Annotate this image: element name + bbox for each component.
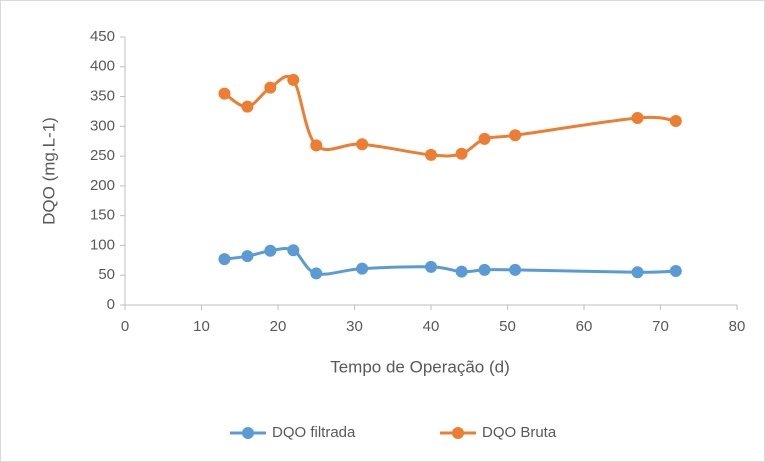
y-tick-label: 100: [90, 236, 115, 253]
legend-label: DQO filtrada: [272, 424, 356, 441]
y-tick-label: 300: [90, 117, 115, 134]
point: [287, 244, 300, 257]
point: [310, 267, 323, 280]
point: [264, 81, 277, 94]
x-tick-label: 80: [729, 318, 746, 335]
point: [287, 73, 300, 86]
y-tick-label: 200: [90, 177, 115, 194]
point: [356, 138, 369, 151]
point: [425, 260, 437, 273]
x-tick-label: 50: [499, 318, 516, 335]
x-tick-label: 70: [652, 318, 669, 335]
y-tick-label: 450: [90, 28, 115, 45]
legend-label: DQO Bruta: [482, 424, 557, 441]
point: [218, 87, 231, 100]
point: [310, 139, 323, 152]
x-tick-label: 40: [423, 318, 440, 335]
point: [509, 129, 522, 142]
point: [455, 265, 468, 278]
y-tick-label: 250: [90, 147, 115, 164]
point: [631, 111, 644, 124]
legend-marker: [452, 427, 464, 439]
point: [218, 253, 231, 266]
y-axis-title: DQO (mg.L-1): [39, 117, 58, 225]
point: [669, 114, 682, 127]
point: [509, 263, 522, 276]
legend-marker: [242, 427, 254, 439]
x-axis-title: Tempo de Operação (d): [330, 357, 510, 376]
y-tick-label: 150: [90, 207, 115, 224]
point: [631, 266, 644, 279]
y-tick-label: 50: [98, 266, 115, 283]
y-tick-label: 400: [90, 58, 115, 75]
x-tick-label: 20: [270, 318, 287, 335]
point: [241, 100, 254, 113]
y-tick-label: 350: [90, 88, 115, 105]
point: [425, 148, 437, 161]
x-tick-label: 0: [121, 318, 129, 335]
x-tick-label: 30: [346, 318, 363, 335]
point: [356, 262, 369, 275]
point: [264, 244, 277, 257]
point: [478, 132, 491, 145]
point: [455, 147, 468, 160]
point: [669, 265, 682, 278]
point: [478, 263, 491, 276]
x-tick-label: 10: [193, 318, 210, 335]
x-tick-label: 60: [576, 318, 593, 335]
point: [241, 250, 254, 263]
y-tick-label: 0: [107, 296, 115, 313]
